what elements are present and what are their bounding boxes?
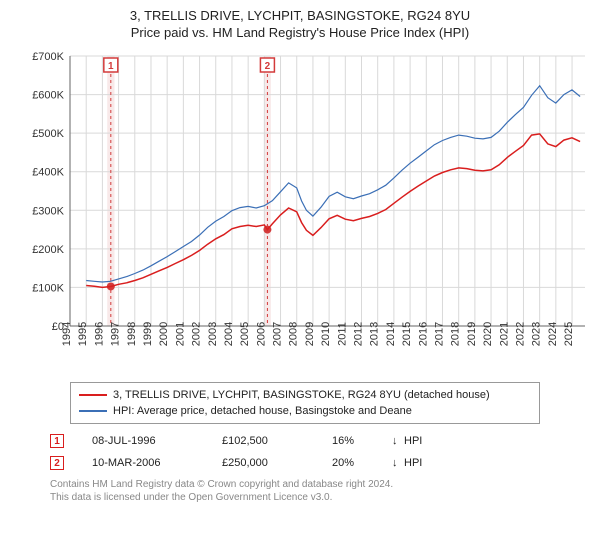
svg-text:2009: 2009 <box>304 322 316 346</box>
sale-date: 08-JUL-1996 <box>92 435 222 447</box>
svg-text:2012: 2012 <box>353 322 365 346</box>
title-line1: 3, TRELLIS DRIVE, LYCHPIT, BASINGSTOKE, … <box>10 8 590 23</box>
sale-price: £250,000 <box>222 457 332 469</box>
price-chart: 12£0£100K£200K£300K£400K£500K£600K£700K1… <box>10 46 590 376</box>
sales-row: 1 08-JUL-1996 £102,500 16% ↓ HPI <box>50 430 590 452</box>
svg-text:2015: 2015 <box>401 322 413 346</box>
svg-text:£400K: £400K <box>32 167 64 179</box>
footnote-line: Contains HM Land Registry data © Crown c… <box>50 478 590 491</box>
sale-price: £102,500 <box>222 435 332 447</box>
svg-text:£300K: £300K <box>32 205 64 217</box>
svg-text:2022: 2022 <box>514 322 526 346</box>
svg-text:2004: 2004 <box>223 322 235 346</box>
svg-text:2023: 2023 <box>531 322 543 346</box>
svg-text:2013: 2013 <box>369 322 381 346</box>
legend-label: HPI: Average price, detached house, Basi… <box>113 403 412 419</box>
chart-svg: 12£0£100K£200K£300K£400K£500K£600K£700K1… <box>10 46 590 376</box>
svg-text:2003: 2003 <box>207 322 219 346</box>
svg-text:2016: 2016 <box>417 322 429 346</box>
sale-hpi: HPI <box>404 435 444 447</box>
legend-swatch <box>79 410 107 412</box>
svg-text:2014: 2014 <box>385 322 397 346</box>
sale-date: 10-MAR-2006 <box>92 457 222 469</box>
svg-text:£200K: £200K <box>32 244 64 256</box>
svg-text:2005: 2005 <box>239 322 251 346</box>
svg-text:2017: 2017 <box>433 322 445 346</box>
svg-text:2001: 2001 <box>174 322 186 346</box>
svg-text:1997: 1997 <box>110 322 122 346</box>
svg-text:£100K: £100K <box>32 282 64 294</box>
svg-text:2006: 2006 <box>255 322 267 346</box>
footnote-line: This data is licensed under the Open Gov… <box>50 491 590 504</box>
legend-label: 3, TRELLIS DRIVE, LYCHPIT, BASINGSTOKE, … <box>113 387 490 403</box>
svg-text:2011: 2011 <box>336 322 348 346</box>
svg-text:£500K: £500K <box>32 128 64 140</box>
svg-text:1995: 1995 <box>77 322 89 346</box>
svg-text:£600K: £600K <box>32 90 64 102</box>
svg-text:2019: 2019 <box>466 322 478 346</box>
svg-text:1998: 1998 <box>126 322 138 346</box>
sale-pct: 16% <box>332 435 392 447</box>
svg-text:2010: 2010 <box>320 322 332 346</box>
svg-text:1999: 1999 <box>142 322 154 346</box>
legend-item: HPI: Average price, detached house, Basi… <box>79 403 531 419</box>
svg-text:2025: 2025 <box>563 322 575 346</box>
chart-titles: 3, TRELLIS DRIVE, LYCHPIT, BASINGSTOKE, … <box>10 8 590 40</box>
svg-text:2008: 2008 <box>288 322 300 346</box>
svg-text:2020: 2020 <box>482 322 494 346</box>
svg-text:2018: 2018 <box>450 322 462 346</box>
svg-text:2021: 2021 <box>498 322 510 346</box>
legend-swatch <box>79 394 107 396</box>
svg-text:2024: 2024 <box>547 322 559 346</box>
svg-text:1994: 1994 <box>61 322 73 346</box>
svg-text:2: 2 <box>265 61 271 72</box>
legend-item: 3, TRELLIS DRIVE, LYCHPIT, BASINGSTOKE, … <box>79 387 531 403</box>
sale-marker-icon: 1 <box>50 434 64 448</box>
svg-text:2000: 2000 <box>158 322 170 346</box>
sale-hpi: HPI <box>404 457 444 469</box>
arrow-down-icon: ↓ <box>392 457 404 469</box>
footnote: Contains HM Land Registry data © Crown c… <box>50 478 590 504</box>
sales-table: 1 08-JUL-1996 £102,500 16% ↓ HPI 2 10-MA… <box>50 430 590 474</box>
sale-pct: 20% <box>332 457 392 469</box>
svg-text:2002: 2002 <box>191 322 203 346</box>
sales-row: 2 10-MAR-2006 £250,000 20% ↓ HPI <box>50 452 590 474</box>
svg-text:1996: 1996 <box>93 322 105 346</box>
arrow-down-icon: ↓ <box>392 435 404 447</box>
svg-text:£700K: £700K <box>32 51 64 63</box>
svg-text:2007: 2007 <box>272 322 284 346</box>
sale-marker-icon: 2 <box>50 456 64 470</box>
title-line2: Price paid vs. HM Land Registry's House … <box>10 25 590 40</box>
legend: 3, TRELLIS DRIVE, LYCHPIT, BASINGSTOKE, … <box>70 382 540 424</box>
svg-text:1: 1 <box>108 61 114 72</box>
